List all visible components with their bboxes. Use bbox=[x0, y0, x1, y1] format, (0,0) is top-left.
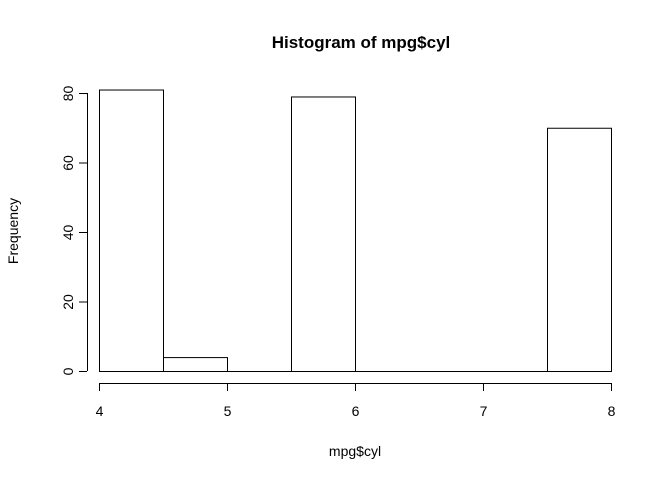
histogram-bar-8 bbox=[547, 127, 612, 372]
histogram-bar-1 bbox=[99, 89, 164, 373]
y-axis-label: Frequency bbox=[5, 198, 21, 264]
y-tick-label-0: 0 bbox=[60, 367, 76, 375]
x-tick-label-6: 6 bbox=[352, 403, 360, 419]
y-tick-label-80: 80 bbox=[60, 86, 76, 102]
y-tick-label-60: 60 bbox=[60, 155, 76, 171]
x-tick-label-5: 5 bbox=[224, 403, 232, 419]
histogram-bar-2 bbox=[163, 357, 228, 373]
x-tick-label-8: 8 bbox=[608, 403, 616, 419]
x-axis-label: mpg$cyl bbox=[329, 443, 381, 459]
y-tick-label-20: 20 bbox=[60, 294, 76, 310]
bars-group bbox=[99, 89, 612, 373]
x-tick-label-4: 4 bbox=[96, 403, 104, 419]
chart-title: Histogram of mpg$cyl bbox=[272, 33, 451, 52]
y-axis: 0 20 40 60 80 bbox=[60, 86, 88, 375]
y-tick-label-40: 40 bbox=[60, 225, 76, 241]
histogram-bar-4 bbox=[291, 96, 356, 372]
x-tick-label-7: 7 bbox=[480, 403, 488, 419]
x-axis: 4 5 6 7 8 bbox=[96, 383, 616, 419]
